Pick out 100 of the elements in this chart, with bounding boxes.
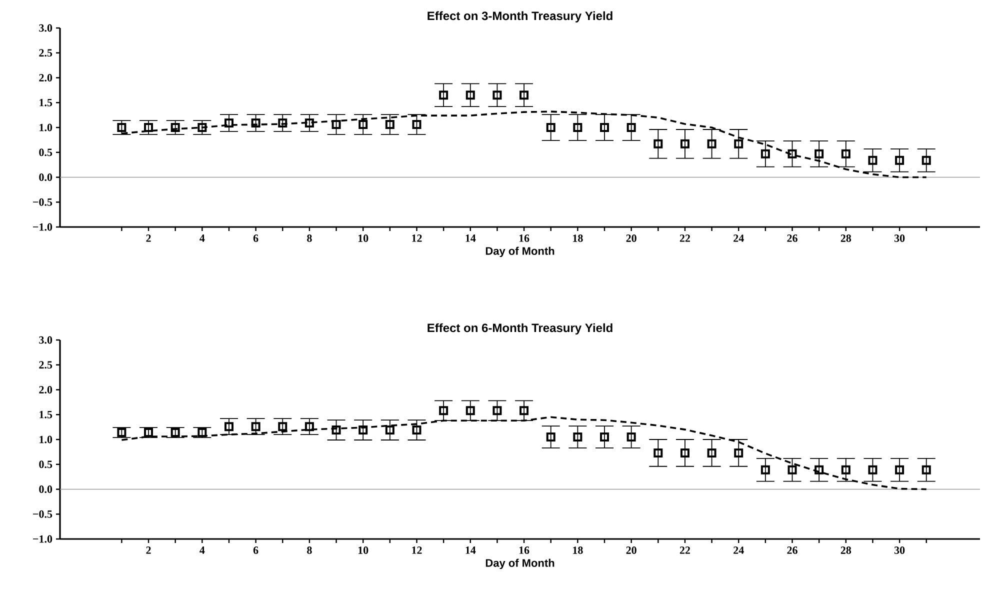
point: [760, 465, 770, 474]
point: [385, 426, 394, 435]
point: [358, 120, 368, 130]
x-tick-label: 20: [626, 234, 636, 242]
x-tick-label: 18: [573, 234, 583, 242]
point: [520, 406, 529, 416]
point: [251, 118, 260, 128]
point: [251, 422, 260, 432]
point: [304, 118, 314, 128]
point: [117, 123, 126, 132]
x-tick-label: 6: [253, 234, 258, 242]
x-tick-label: 10: [358, 234, 368, 242]
point: [814, 465, 824, 474]
y-tick-label: 2.5: [39, 361, 52, 369]
point: [466, 90, 475, 100]
point: [492, 90, 502, 100]
x-tick-label: 26: [787, 234, 798, 242]
x-tick-label: 2: [146, 546, 151, 554]
point: [788, 465, 797, 474]
point: [412, 120, 422, 130]
point: [841, 149, 850, 158]
x-tick-label: 26: [787, 546, 798, 554]
point: [922, 156, 931, 165]
y-tick-label: 3.0: [39, 336, 52, 344]
x-tick-label: 14: [466, 234, 476, 242]
x-tick-label: 4: [200, 234, 205, 242]
y-tick-label: 3.0: [39, 24, 52, 32]
point: [654, 448, 663, 458]
y-tick-label: 0.0: [39, 486, 52, 493]
x-tick-label: 24: [734, 234, 744, 242]
x-tick-label: 20: [626, 546, 636, 554]
y-tick-label: 1.0: [40, 436, 52, 444]
y-tick-label: 2.0: [39, 386, 52, 394]
point: [332, 426, 341, 435]
point: [707, 448, 716, 458]
x-tick-label: 4: [200, 546, 205, 554]
point: [600, 432, 609, 442]
x-tick-label: 12: [412, 234, 422, 242]
x-tick-label: 6: [253, 546, 258, 554]
y-tick-label: −0.5: [33, 510, 52, 518]
point: [895, 465, 904, 474]
point: [278, 422, 288, 432]
point: [358, 426, 368, 435]
point: [170, 428, 180, 438]
x-tick-label: 18: [573, 546, 583, 554]
x-tick-label: 16: [519, 546, 530, 554]
point: [654, 139, 663, 148]
x-tick-label: 10: [358, 546, 368, 554]
point: [868, 156, 878, 165]
point: [573, 432, 582, 442]
point: [680, 139, 690, 148]
point: [198, 123, 207, 132]
point: [466, 406, 475, 416]
x-tick-label: 30: [894, 234, 905, 242]
point: [788, 149, 797, 158]
x-tick-label: 2: [146, 234, 151, 242]
y-tick-label: −1.0: [33, 535, 52, 543]
y-tick-label: −1.0: [33, 223, 52, 231]
point: [734, 139, 744, 148]
y-tick-label: 2.5: [39, 49, 52, 57]
y-tick-label: 0.5: [39, 460, 52, 468]
point: [170, 123, 180, 132]
x-tick-label: 22: [680, 546, 690, 554]
point: [814, 149, 824, 158]
chart-title: Effect on 6-Month Treasury Yield: [428, 323, 612, 334]
point: [304, 422, 314, 432]
point: [224, 422, 234, 432]
point: [546, 123, 556, 132]
point: [922, 465, 931, 474]
x-tick-label: 28: [840, 234, 852, 242]
x-tick-label: 16: [519, 234, 530, 242]
point: [439, 406, 448, 416]
point: [224, 118, 234, 128]
point: [520, 90, 529, 100]
x-tick-label: 30: [894, 546, 905, 554]
point: [117, 428, 126, 438]
point: [332, 120, 341, 130]
point: [278, 118, 288, 128]
y-tick-label: 1.0: [40, 124, 52, 132]
x-tick-label: 8: [307, 546, 312, 554]
x-tick-label: 14: [466, 546, 476, 554]
point: [439, 90, 448, 100]
point: [144, 428, 154, 438]
chart-title: Effect on 3-Month Treasury Yield: [428, 11, 612, 22]
point: [868, 465, 878, 474]
point: [412, 426, 422, 435]
y-tick-label: 2.0: [39, 74, 52, 82]
y-tick-label: 0.0: [39, 174, 52, 181]
point: [707, 139, 716, 148]
point: [734, 448, 744, 458]
x-tick-label: 24: [734, 546, 744, 554]
x-tick-label: 12: [412, 546, 422, 554]
point: [546, 432, 556, 442]
point: [626, 432, 636, 442]
point: [573, 123, 582, 132]
point: [680, 448, 690, 458]
point: [895, 156, 904, 165]
y-tick-label: 0.5: [39, 148, 52, 156]
point: [626, 123, 636, 132]
point: [385, 120, 394, 130]
